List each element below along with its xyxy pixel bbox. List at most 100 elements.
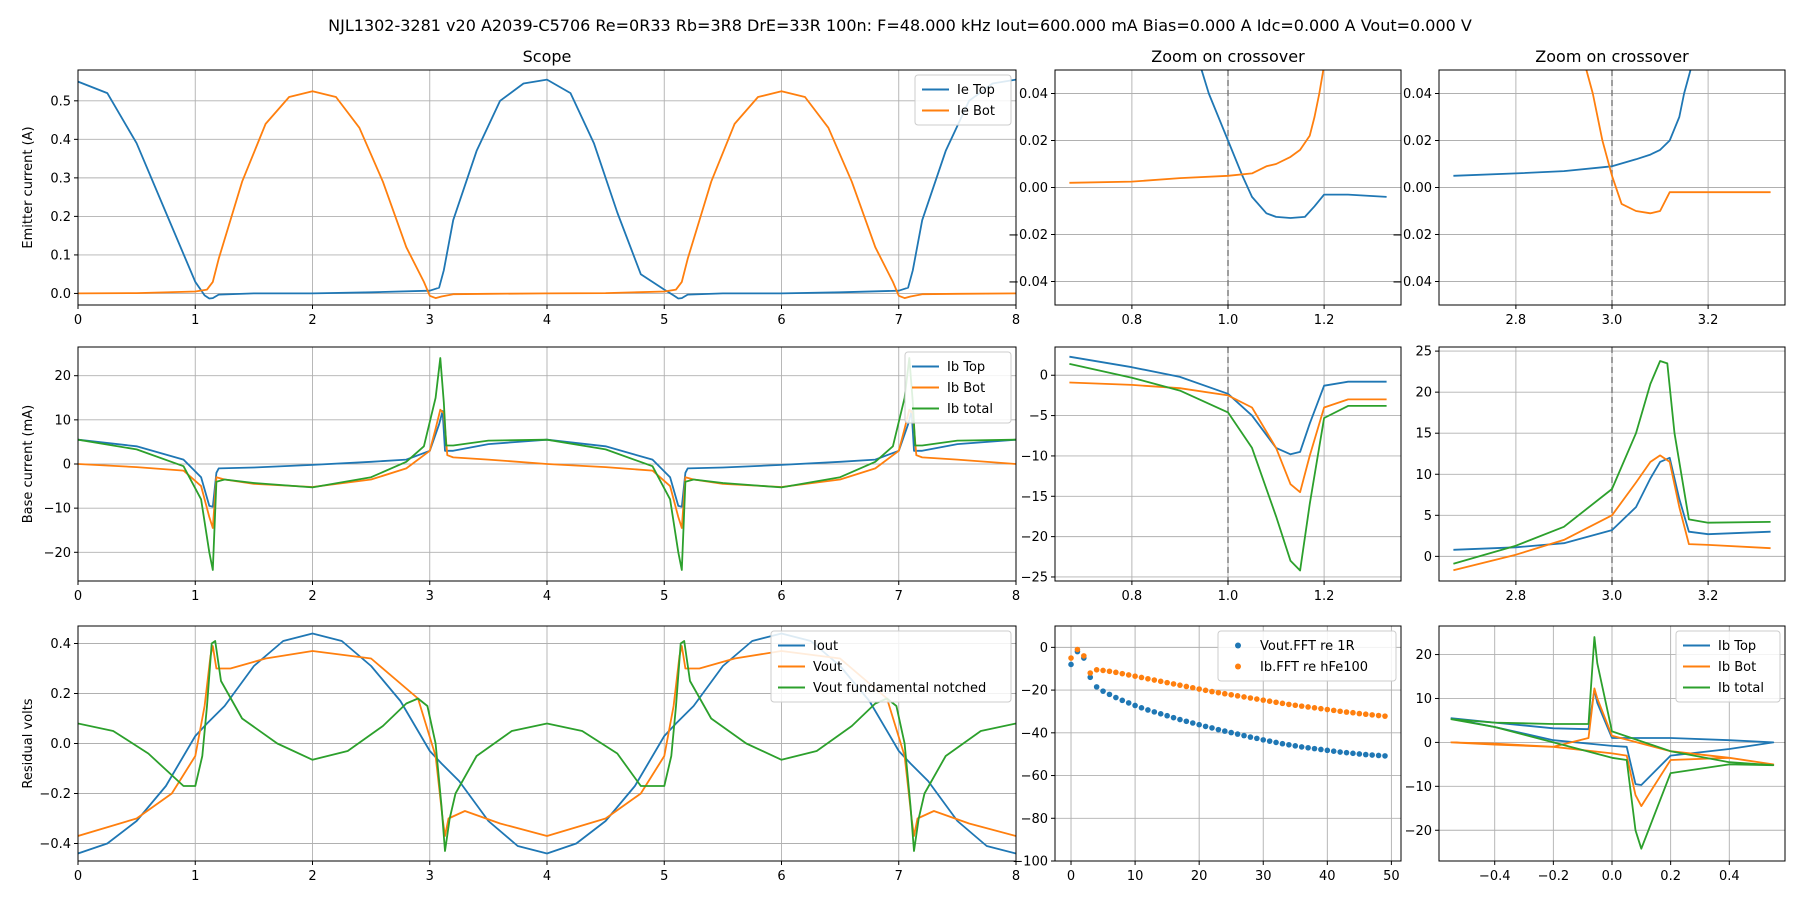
data-layer bbox=[1453, 70, 1771, 215]
y-tick-label: −25 bbox=[1021, 570, 1048, 585]
legend-box bbox=[914, 74, 1012, 126]
data-point bbox=[1305, 704, 1311, 710]
series-line bbox=[1069, 363, 1387, 572]
y-tick-label: 0.02 bbox=[1403, 134, 1432, 149]
data-point bbox=[1119, 670, 1126, 677]
data-point bbox=[1247, 695, 1254, 701]
y-tick-label: −80 bbox=[1021, 812, 1048, 827]
x-tick-label: −0.4 bbox=[1479, 869, 1511, 884]
y-tick-label: −15 bbox=[1021, 490, 1048, 505]
y-tick-label: −100 bbox=[1012, 855, 1048, 870]
data-point bbox=[1234, 693, 1241, 699]
data-point bbox=[1125, 700, 1132, 706]
data-point bbox=[1228, 729, 1235, 736]
data-point bbox=[1113, 669, 1119, 676]
data-point bbox=[1369, 712, 1375, 718]
panel-emitter_zoom2: 2.8 3.0 3.2 −0.04 −0.02 0.00 0.02 0.04 Zoom on c… bbox=[1392, 47, 1786, 328]
series-line bbox=[78, 408, 1016, 529]
legend: Ib Top Ib Bot Ib total bbox=[1675, 630, 1781, 703]
data-point bbox=[1337, 749, 1343, 755]
data-point bbox=[1106, 668, 1113, 675]
x-tick-label: 3.0 bbox=[1602, 313, 1623, 328]
x-tick-label: 6 bbox=[777, 869, 785, 884]
panel-title: Zoom on crossover bbox=[1535, 47, 1689, 66]
series-line bbox=[78, 90, 1016, 300]
panel-emitter_scope: 0 1 2 3 4 5 6 7 8 0.0 0.1 0.2 0.3 0.4 0.5 Scope Emitter … bbox=[21, 47, 1020, 328]
y-tick-label: 0 bbox=[1424, 550, 1432, 565]
x-tick-label: 0.8 bbox=[1122, 313, 1143, 328]
series-line bbox=[1453, 360, 1771, 565]
x-tick-label: 3 bbox=[426, 313, 434, 328]
y-axis-label: Residual volts bbox=[21, 698, 36, 788]
legend: Iout Vout Vout fundamental notched bbox=[770, 630, 1012, 703]
data-point bbox=[1151, 709, 1158, 715]
data-point bbox=[1286, 701, 1292, 708]
y-tick-label: −20 bbox=[44, 546, 71, 561]
data-point bbox=[1254, 696, 1260, 702]
x-tick-label: 5 bbox=[660, 869, 668, 884]
y-tick-label: 0.04 bbox=[1019, 87, 1048, 102]
x-tick-label: 2 bbox=[308, 589, 316, 604]
x-tick-label: 3.0 bbox=[1602, 589, 1623, 604]
data-point bbox=[1247, 734, 1254, 740]
x-tick-label: 4 bbox=[543, 869, 551, 884]
data-point bbox=[1138, 705, 1145, 711]
y-tick-label: −60 bbox=[1021, 769, 1048, 784]
data-point bbox=[1145, 675, 1151, 682]
legend-label: Vout.FFT re 1R bbox=[1260, 639, 1355, 654]
y-tick-label: −0.4 bbox=[39, 837, 71, 852]
y-tick-label: 0.3 bbox=[50, 171, 71, 186]
y-tick-label: 0.00 bbox=[1019, 181, 1048, 196]
legend: Vout.FFT re 1R Ib.FFT re hFe100 bbox=[1217, 630, 1397, 682]
data-point bbox=[1279, 740, 1286, 747]
data-point bbox=[1068, 661, 1074, 668]
legend: Ib Top Ib Bot Ib total bbox=[904, 351, 1012, 424]
x-tick-label: 2 bbox=[308, 869, 316, 884]
x-tick-label: 4 bbox=[543, 589, 551, 604]
data-point bbox=[1221, 690, 1228, 697]
x-tick-label: 7 bbox=[895, 313, 903, 328]
x-tick-label: 6 bbox=[777, 589, 785, 604]
y-axis-label: Base current (mA) bbox=[21, 405, 36, 524]
y-tick-label: −0.02 bbox=[1392, 228, 1432, 243]
series-line bbox=[1585, 70, 1771, 215]
x-tick-label: 5 bbox=[660, 313, 668, 328]
series-line bbox=[1453, 70, 1692, 177]
data-point bbox=[1362, 711, 1369, 718]
x-tick-label: 3 bbox=[426, 589, 434, 604]
x-tick-label: 2 bbox=[308, 313, 316, 328]
y-tick-label: −10 bbox=[1021, 449, 1048, 464]
series-0-points bbox=[1068, 648, 1388, 759]
x-tick-label: −0.2 bbox=[1538, 869, 1570, 884]
y-tick-label: 0.02 bbox=[1019, 134, 1048, 149]
data-point bbox=[1100, 667, 1106, 674]
data-point bbox=[1209, 688, 1215, 695]
x-tick-label: 6 bbox=[777, 313, 785, 328]
y-tick-label: 0.00 bbox=[1403, 181, 1432, 196]
data-layer bbox=[78, 357, 1016, 571]
series-line bbox=[1450, 636, 1775, 850]
legend-box bbox=[1217, 630, 1397, 682]
y-tick-label: −10 bbox=[1405, 780, 1432, 795]
series-line bbox=[78, 645, 1016, 837]
data-point bbox=[1362, 751, 1369, 758]
data-point bbox=[1260, 697, 1267, 703]
data-point bbox=[1209, 725, 1215, 731]
y-tick-label: 0.5 bbox=[50, 94, 71, 109]
series-line bbox=[1069, 70, 1325, 184]
data-point bbox=[1196, 721, 1202, 728]
panel-base_zoom2: 2.8 3.0 3.2 0 5 10 15 20 25 bbox=[1415, 345, 1786, 604]
y-tick-label: 0.2 bbox=[50, 687, 71, 702]
x-tick-label: 0 bbox=[74, 313, 82, 328]
x-tick-label: 1.2 bbox=[1314, 589, 1335, 604]
data-point bbox=[1228, 691, 1235, 698]
panel-emitter_zoom1: 0.8 1.0 1.2 −0.04 −0.02 0.00 0.02 0.04 Zoom on c… bbox=[1008, 47, 1402, 328]
data-point bbox=[1241, 732, 1247, 739]
x-tick-label: 7 bbox=[895, 869, 903, 884]
legend-label: Ib total bbox=[947, 402, 993, 417]
data-point bbox=[1093, 684, 1100, 690]
series-1-points bbox=[1068, 646, 1388, 719]
data-point bbox=[1183, 718, 1190, 725]
data-point bbox=[1375, 712, 1382, 719]
